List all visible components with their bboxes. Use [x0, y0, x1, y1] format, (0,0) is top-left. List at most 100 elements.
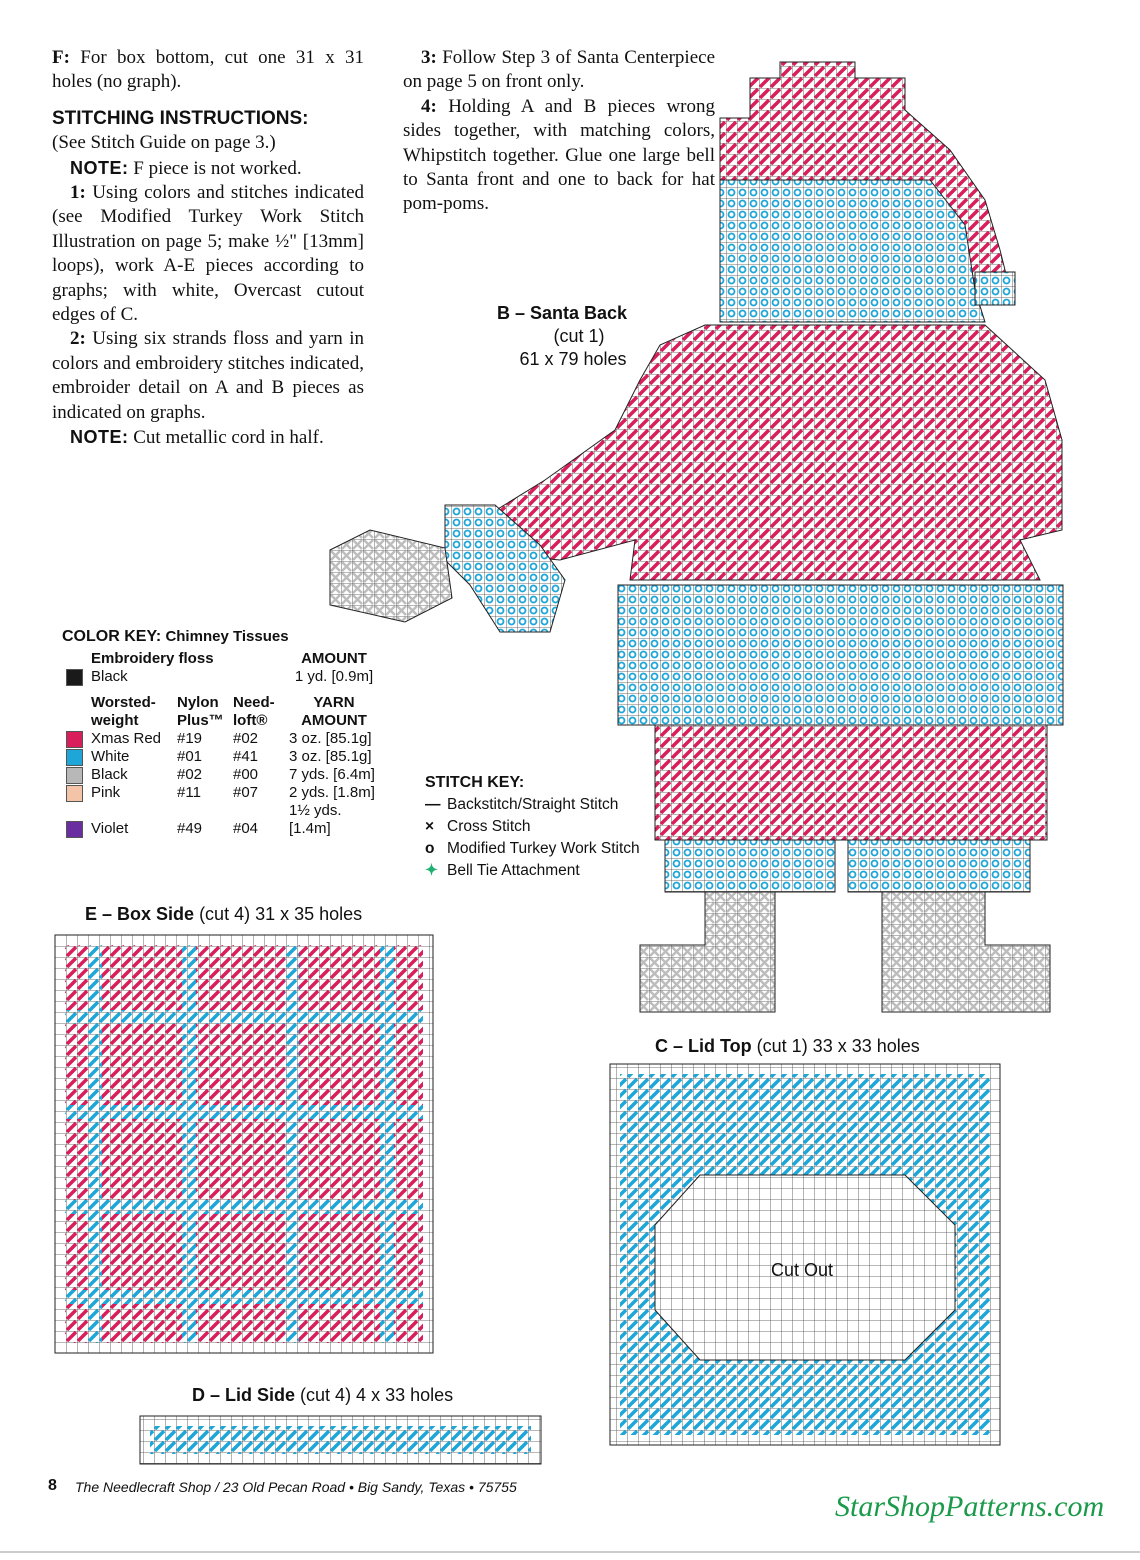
- title: STITCH KEY:: [425, 774, 525, 791]
- santa-graph: [329, 61, 1064, 1013]
- key-row: Black #02 #00 7 yds. [6.4m]: [62, 766, 383, 784]
- item: ✦ Bell Tie Attachment: [425, 862, 580, 879]
- key-cell: #41: [233, 748, 259, 765]
- swatch-cell: [62, 748, 87, 766]
- site: StarShopPatterns.com: [835, 1490, 1105, 1523]
- paragraph: 1: Using colors and stitches indicated (…: [52, 181, 364, 327]
- key-cell: Embroidery floss: [91, 650, 214, 667]
- page-number: 8: [48, 1477, 57, 1494]
- key-cell: YARN AMOUNT: [301, 694, 367, 729]
- key-row: Black 1 yd. [0.9m]: [62, 668, 383, 686]
- key-cell: White: [91, 748, 130, 765]
- title: B – Santa Back: [497, 303, 628, 323]
- key-cell: Nylon Plus™: [177, 694, 224, 729]
- text: For box bottom, cut one 31 x 31 holes (n…: [52, 47, 364, 93]
- key-cell: 3 oz. [85.1g]: [289, 748, 372, 765]
- item: o Modified Turkey Work Stitch: [425, 840, 640, 857]
- piece-label: E – Box Side (cut 4) 31 x 35 holes: [85, 904, 362, 925]
- key-cell: #11: [177, 784, 201, 801]
- swatch-cell: [62, 802, 87, 838]
- key-cell: Xmas Red: [91, 730, 162, 747]
- key-cell: 7 yds. [6.4m]: [289, 766, 375, 783]
- cut: (cut 1) 33 x 33 holes: [756, 1036, 920, 1056]
- text: F piece is not worked.: [133, 157, 302, 179]
- item: × Cross Stitch: [425, 818, 531, 835]
- text: Using six strands floss and yarn in colo…: [52, 328, 365, 423]
- spacer: [62, 650, 87, 668]
- key-cell: 1½ yds. [1.4m]: [289, 802, 342, 837]
- paragraph: 3: Follow Step 3 of Santa Centerpiece on…: [403, 46, 715, 95]
- title: D – Lid Side: [192, 1385, 296, 1405]
- label: 4:: [421, 95, 437, 117]
- key-cell: Violet: [91, 820, 129, 837]
- title: C – Lid Top: [655, 1036, 752, 1056]
- swatch-cell: [62, 766, 87, 784]
- key-cell: 2 yds. [1.8m]: [289, 784, 375, 801]
- text: Using colors and stitches indicated (see…: [52, 182, 365, 326]
- text: Follow Step 3 of Santa Centerpiece on pa…: [403, 47, 716, 93]
- box-side-graph: [54, 934, 434, 1354]
- key-cell: 3 oz. [85.1g]: [289, 730, 372, 747]
- key-cell: Need-loft®: [233, 694, 275, 729]
- stitch-key: STITCH KEY: — Backstitch/Straight Stitch …: [425, 772, 640, 882]
- paragraph: 4: Holding A and B pieces wrong sides to…: [403, 95, 715, 217]
- key-cell: #00: [233, 766, 259, 783]
- paragraph: F: For box bottom, cut one 31 x 31 holes…: [52, 46, 364, 95]
- key-row: Embroidery floss AMOUNT: [62, 650, 383, 668]
- lid-top-graph: [609, 1063, 1001, 1446]
- key-cell: Worsted-weight: [91, 694, 156, 729]
- key-cell: AMOUNT: [301, 650, 367, 667]
- swatch: [66, 730, 83, 748]
- text: Holding A and B pieces wrong sides toget…: [403, 95, 716, 215]
- paragraph: NOTE: Cut metallic cord in half.: [52, 425, 364, 450]
- key-cell: #02: [177, 766, 203, 783]
- key-cell: #04: [233, 820, 259, 837]
- color-table: Embroidery floss AMOUNT Black 1 yd. [0.9m] W…: [62, 650, 383, 838]
- piece-label: B – Santa Back (cut 1) 61 x 79 holes: [497, 302, 627, 371]
- address: The Needlecraft Shop / 23 Old Pecan Road…: [75, 1479, 517, 1495]
- title: E – Box Side: [85, 904, 195, 924]
- paragraph: NOTE: F piece is not worked.: [52, 156, 364, 181]
- key-cell: Pink: [91, 784, 121, 801]
- key-cell: #07: [233, 784, 259, 801]
- key-cell: 1 yd. [0.9m]: [294, 668, 374, 685]
- swatch: [66, 784, 83, 802]
- key-cell: #01: [177, 748, 203, 765]
- spacer: [62, 686, 87, 730]
- key-cell: #49: [177, 820, 203, 837]
- paragraph: (See Stitch Guide on page 3.): [52, 132, 276, 154]
- heading: STITCHING INSTRUCTIONS:: [52, 107, 309, 129]
- swatch-cell: [62, 730, 87, 748]
- label: NOTE:: [70, 157, 129, 178]
- swatch: [66, 820, 83, 838]
- key-row: Violet #49 #04 1½ yds. [1.4m]: [62, 802, 383, 838]
- text: Modified Turkey Work Stitch: [447, 840, 640, 857]
- subtitle: Chimney Tissues: [165, 628, 289, 645]
- swatch-cell: [62, 784, 87, 802]
- label: F:: [52, 47, 70, 68]
- lid-side-graph: [139, 1415, 542, 1465]
- key-cell: Black: [91, 668, 128, 685]
- key-cell: Black: [91, 766, 128, 783]
- key-row: Worsted-weight Nylon Plus™ Need-loft® YARN …: [62, 686, 383, 730]
- key-row: Xmas Red #19 #02 3 oz. [85.1g]: [62, 730, 383, 748]
- left-column: F: For box bottom, cut one 31 x 31 holes…: [52, 46, 364, 451]
- swatch: [66, 748, 83, 766]
- key-row: Pink #11 #07 2 yds. [1.8m]: [62, 784, 383, 802]
- label: 1:: [70, 182, 86, 204]
- text: Bell Tie Attachment: [447, 862, 580, 879]
- label: NOTE:: [70, 427, 129, 448]
- text: Cut metallic cord in half.: [133, 427, 324, 449]
- color-key: COLOR KEY: Chimney Tissues Embroidery fl…: [62, 628, 383, 838]
- text: Backstitch/Straight Stitch: [447, 796, 619, 813]
- cut: (cut 4) 31 x 35 holes: [199, 904, 363, 924]
- label: 2:: [70, 328, 86, 350]
- key-cell: #19: [177, 730, 203, 747]
- swatch-cell: [62, 668, 87, 686]
- piece-label: D – Lid Side (cut 4) 4 x 33 holes: [192, 1385, 453, 1406]
- key-cell: #02: [233, 730, 259, 747]
- cut: (cut 1): [553, 326, 605, 346]
- right-column: 3: Follow Step 3 of Santa Centerpiece on…: [403, 46, 715, 217]
- size: 61 x 79 holes: [519, 349, 627, 369]
